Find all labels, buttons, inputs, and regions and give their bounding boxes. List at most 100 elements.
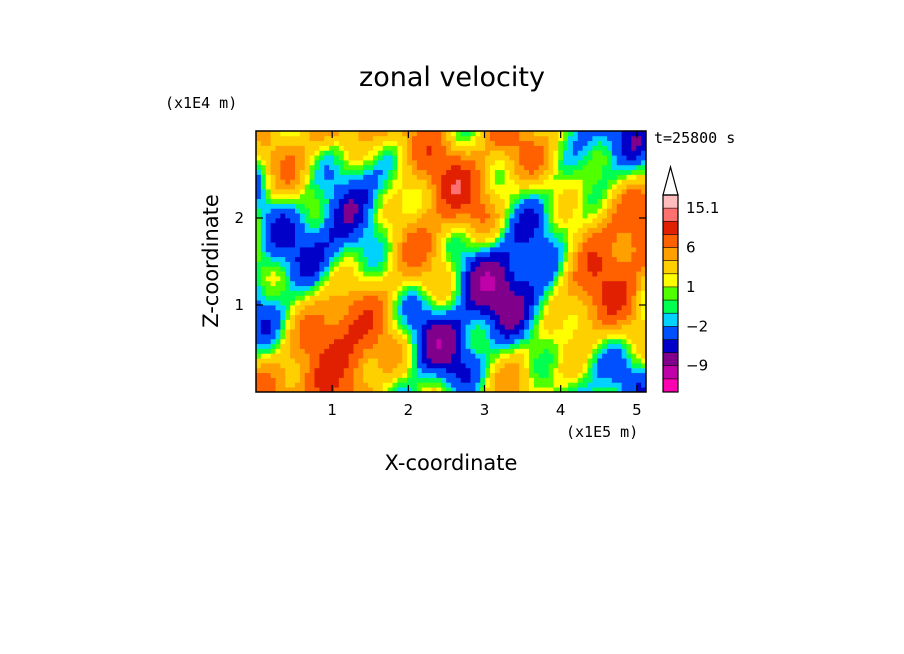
- field-cell: [270, 363, 276, 369]
- field-cell: [280, 314, 286, 320]
- field-cell: [338, 276, 345, 282]
- field-cell: [587, 237, 593, 243]
- field-cell: [572, 256, 579, 262]
- field-cell: [280, 319, 286, 325]
- field-cell: [455, 150, 462, 156]
- field-cell: [436, 377, 442, 383]
- field-cell: [295, 285, 301, 291]
- field-cell: [402, 222, 408, 229]
- field-cell: [270, 377, 276, 383]
- field-cell: [480, 184, 486, 190]
- field-cell: [616, 169, 623, 175]
- field-cell: [587, 377, 593, 383]
- field-cell: [421, 131, 428, 137]
- field-cell: [587, 179, 593, 185]
- chart-title: zonal velocity: [359, 62, 545, 93]
- field-cell: [514, 237, 520, 243]
- field-cell: [387, 266, 393, 272]
- field-cell: [490, 242, 496, 248]
- field-cell: [324, 285, 330, 291]
- field-cell: [533, 237, 540, 243]
- field-cell: [324, 184, 330, 190]
- field-cell: [533, 358, 540, 364]
- field-cell: [572, 305, 579, 311]
- field-cell: [455, 256, 462, 262]
- field-cell: [368, 242, 374, 248]
- field-cell: [275, 218, 281, 224]
- field-cell: [324, 314, 330, 320]
- field-cell: [387, 222, 393, 229]
- field-cell: [636, 367, 642, 374]
- field-cell: [641, 222, 647, 229]
- field-cell: [290, 150, 296, 156]
- field-cell: [377, 300, 384, 306]
- field-cell: [470, 319, 476, 325]
- field-cell: [446, 179, 452, 185]
- field-cell: [412, 150, 418, 156]
- field-cell: [265, 169, 272, 175]
- field-cell: [602, 372, 608, 378]
- field-cell: [377, 179, 384, 185]
- field-cell: [353, 314, 359, 320]
- field-cell: [631, 193, 637, 200]
- x-tick-label: 1: [327, 401, 337, 419]
- field-cell: [441, 131, 447, 137]
- field-cell: [309, 377, 315, 383]
- field-cell: [270, 227, 276, 233]
- field-cell: [499, 145, 506, 151]
- field-cell: [485, 247, 491, 253]
- field-cell: [455, 203, 462, 209]
- field-cell: [548, 208, 554, 214]
- field-cell: [412, 305, 418, 311]
- field-cell: [275, 160, 281, 166]
- field-cell: [348, 295, 354, 301]
- field-cell: [260, 227, 267, 233]
- field-cell: [543, 131, 549, 137]
- field-cell: [592, 242, 598, 248]
- field-cell: [465, 295, 471, 301]
- field-cell: [509, 256, 515, 262]
- field-cell: [524, 155, 530, 161]
- field-cell: [382, 232, 389, 238]
- field-cell: [514, 174, 520, 180]
- field-cell: [475, 280, 481, 287]
- field-cell: [382, 145, 389, 151]
- field-cell: [407, 314, 413, 320]
- field-cell: [475, 198, 481, 204]
- field-cell: [373, 242, 379, 248]
- field-cell: [416, 334, 423, 340]
- field-cell: [348, 135, 354, 142]
- field-cell: [348, 198, 354, 204]
- field-cell: [397, 285, 403, 291]
- field-cell: [504, 164, 510, 171]
- field-cell: [324, 193, 330, 200]
- field-cell: [334, 261, 340, 267]
- field-cell: [407, 213, 413, 219]
- field-cell: [299, 150, 306, 156]
- field-cell: [270, 266, 276, 272]
- field-cell: [416, 353, 423, 359]
- field-cell: [529, 251, 535, 258]
- field-cell: [607, 276, 613, 282]
- field-cell: [529, 242, 535, 248]
- field-cell: [426, 285, 432, 291]
- field-cell: [290, 169, 296, 175]
- field-cell: [582, 145, 588, 151]
- field-cell: [353, 198, 359, 204]
- field-cell: [621, 242, 627, 248]
- field-cell: [382, 261, 389, 267]
- field-cell: [348, 276, 354, 282]
- field-cell: [499, 135, 506, 142]
- field-cell: [460, 213, 467, 219]
- field-cell: [494, 227, 501, 233]
- field-cell: [592, 261, 598, 267]
- field-cell: [416, 193, 423, 200]
- field-cell: [514, 319, 520, 325]
- field-cell: [402, 145, 408, 151]
- field-cell: [543, 271, 549, 277]
- y-tick-label: 2: [234, 209, 244, 227]
- field-cell: [524, 169, 530, 175]
- field-cell: [338, 295, 345, 301]
- field-cell: [387, 319, 393, 325]
- field-cell: [455, 242, 462, 248]
